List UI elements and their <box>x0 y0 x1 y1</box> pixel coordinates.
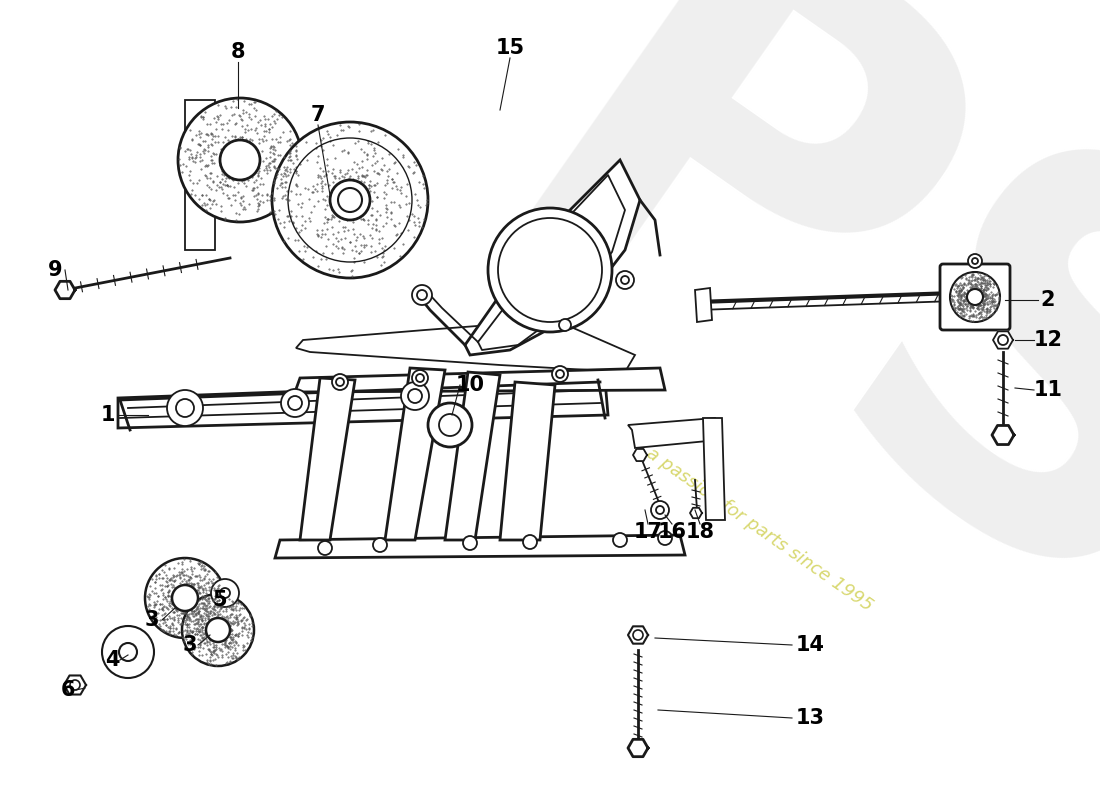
Polygon shape <box>703 418 725 520</box>
Text: 12: 12 <box>1034 330 1063 350</box>
Circle shape <box>552 366 568 382</box>
Circle shape <box>412 370 428 386</box>
Circle shape <box>402 382 429 410</box>
Circle shape <box>373 538 387 552</box>
Polygon shape <box>500 382 556 540</box>
Circle shape <box>220 140 260 180</box>
Circle shape <box>972 258 978 264</box>
Polygon shape <box>695 288 712 322</box>
Circle shape <box>998 335 1008 345</box>
Circle shape <box>176 399 194 417</box>
Circle shape <box>336 378 344 386</box>
Circle shape <box>338 188 362 212</box>
Circle shape <box>522 535 537 549</box>
Text: 3: 3 <box>145 610 160 630</box>
Text: 10: 10 <box>455 375 484 395</box>
Text: 5: 5 <box>212 590 228 610</box>
Text: a passion for parts since 1995: a passion for parts since 1995 <box>644 445 877 615</box>
Circle shape <box>559 319 571 331</box>
Polygon shape <box>120 385 600 420</box>
Circle shape <box>280 389 309 417</box>
Text: 7: 7 <box>310 105 326 125</box>
Circle shape <box>272 122 428 278</box>
Text: 14: 14 <box>795 635 825 655</box>
Polygon shape <box>296 320 635 372</box>
Circle shape <box>651 501 669 519</box>
Text: 13: 13 <box>795 708 825 728</box>
Text: 18: 18 <box>685 522 715 542</box>
Circle shape <box>318 541 332 555</box>
Polygon shape <box>628 739 648 757</box>
Text: 3: 3 <box>183 635 197 655</box>
Text: 8: 8 <box>231 42 245 62</box>
Text: 16: 16 <box>658 522 686 542</box>
Polygon shape <box>295 368 666 392</box>
Circle shape <box>220 588 230 598</box>
Polygon shape <box>446 372 501 540</box>
Circle shape <box>119 643 138 661</box>
Polygon shape <box>118 380 608 428</box>
Circle shape <box>332 374 348 390</box>
Circle shape <box>102 626 154 678</box>
Polygon shape <box>465 160 640 355</box>
Polygon shape <box>632 449 647 461</box>
Circle shape <box>498 218 602 322</box>
Text: 17: 17 <box>634 522 662 542</box>
Circle shape <box>488 208 612 332</box>
Polygon shape <box>385 368 446 540</box>
Circle shape <box>417 290 427 300</box>
Circle shape <box>288 396 302 410</box>
Circle shape <box>206 618 230 642</box>
Polygon shape <box>55 282 75 298</box>
Circle shape <box>950 272 1000 322</box>
Circle shape <box>621 276 629 284</box>
Circle shape <box>658 531 672 545</box>
Polygon shape <box>628 626 648 644</box>
Text: 2: 2 <box>1041 290 1055 310</box>
Text: 6: 6 <box>60 680 75 700</box>
Circle shape <box>145 558 226 638</box>
Circle shape <box>428 403 472 447</box>
Circle shape <box>616 271 634 289</box>
Circle shape <box>556 370 564 378</box>
Polygon shape <box>992 426 1014 445</box>
Circle shape <box>412 285 432 305</box>
Circle shape <box>182 594 254 666</box>
Circle shape <box>968 254 982 268</box>
Circle shape <box>632 630 644 640</box>
Polygon shape <box>64 675 86 694</box>
Polygon shape <box>300 378 355 540</box>
Text: 15: 15 <box>495 38 525 58</box>
Circle shape <box>656 506 664 514</box>
Text: PS: PS <box>419 0 1100 740</box>
FancyBboxPatch shape <box>940 264 1010 330</box>
Circle shape <box>439 414 461 436</box>
Text: 11: 11 <box>1034 380 1063 400</box>
Circle shape <box>416 374 424 382</box>
Circle shape <box>463 536 477 550</box>
Polygon shape <box>185 100 214 250</box>
Circle shape <box>211 579 239 607</box>
Text: 1: 1 <box>101 405 116 425</box>
Circle shape <box>330 180 370 220</box>
Circle shape <box>967 289 983 305</box>
Polygon shape <box>628 418 718 448</box>
Circle shape <box>70 680 80 690</box>
Circle shape <box>178 98 303 222</box>
Circle shape <box>408 389 422 403</box>
Text: 9: 9 <box>47 260 63 280</box>
Polygon shape <box>993 331 1013 349</box>
Circle shape <box>167 390 204 426</box>
Circle shape <box>172 585 198 611</box>
Text: 4: 4 <box>104 650 119 670</box>
Circle shape <box>613 533 627 547</box>
Polygon shape <box>275 535 685 558</box>
Polygon shape <box>690 508 702 518</box>
